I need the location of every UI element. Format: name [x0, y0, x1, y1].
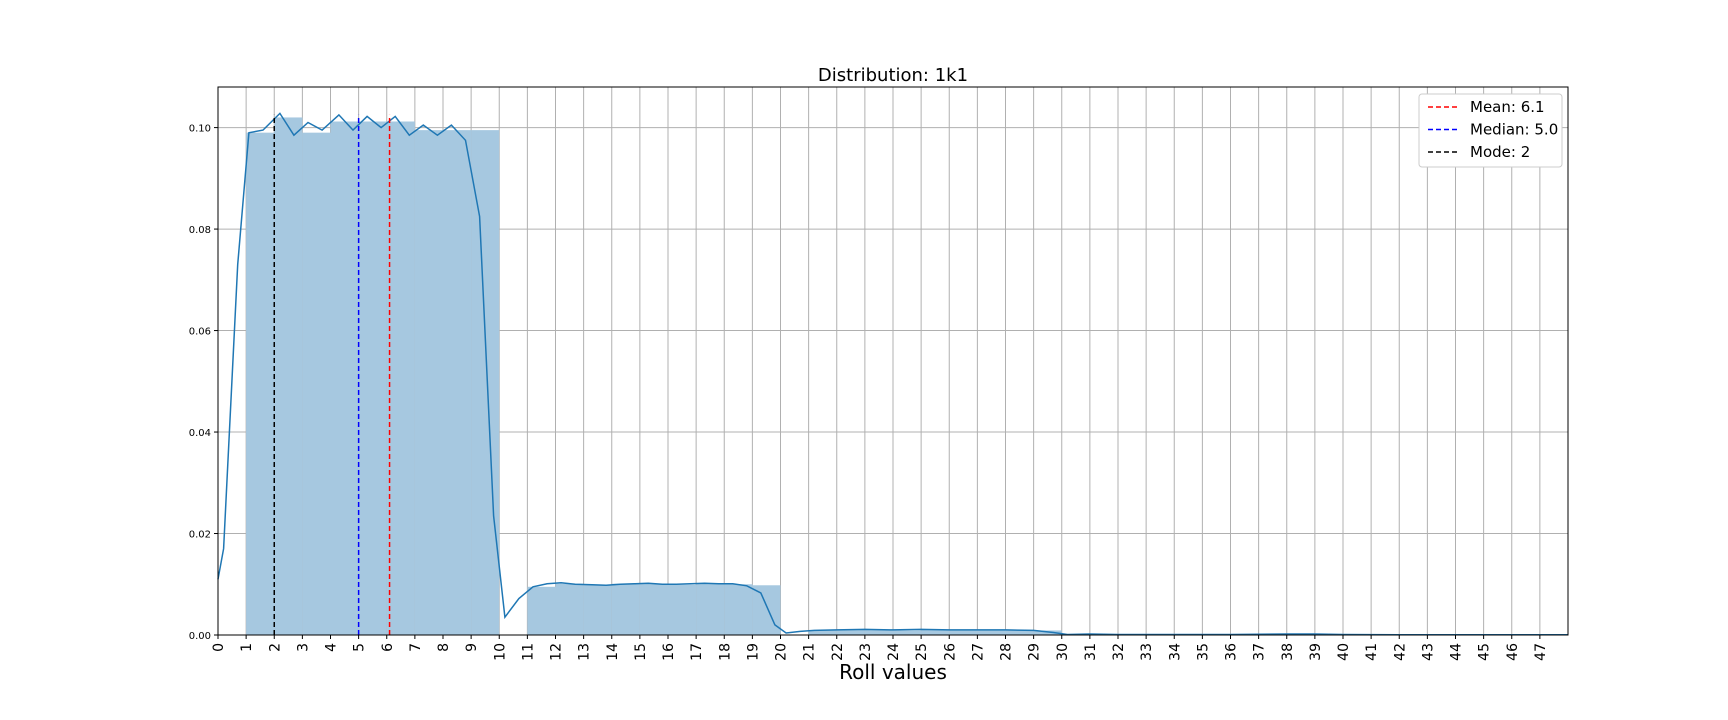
legend-box [1418, 93, 1563, 168]
x-tick-label: 33 [1139, 643, 1155, 661]
x-tick-label: 2 [267, 643, 283, 652]
legend-label: Median: 5.0 [1470, 121, 1558, 139]
x-tick-label: 21 [802, 643, 818, 661]
x-tick-label: 11 [520, 643, 536, 661]
histogram-bar [583, 584, 612, 635]
x-tick-label: 6 [380, 643, 396, 652]
x-tick-label: 10 [492, 643, 508, 661]
histogram-bar [274, 117, 303, 635]
x-tick-label: 14 [605, 643, 621, 661]
x-tick-label: 32 [1111, 643, 1127, 661]
x-tick-label: 0 [211, 643, 227, 652]
x-tick-label: 46 [1505, 643, 1521, 661]
x-tick-label: 16 [661, 643, 677, 661]
x-tick-label: 28 [999, 643, 1015, 661]
histogram-bar [246, 132, 275, 635]
histogram-bar [611, 583, 640, 635]
x-tick-label: 3 [295, 643, 311, 652]
histogram-bar [724, 584, 753, 635]
x-tick-label: 24 [886, 643, 902, 661]
histogram-bar [949, 630, 978, 635]
y-tick-label: 0.02 [189, 530, 211, 541]
histogram-bar [864, 629, 893, 635]
x-tick-label: 34 [1167, 643, 1183, 661]
histogram-bar [893, 630, 922, 635]
x-tick-label: 27 [970, 643, 986, 661]
histogram-bar [668, 584, 697, 635]
histogram-bar [977, 630, 1006, 635]
histogram-bar [639, 583, 668, 635]
x-tick-label: 31 [1083, 643, 1099, 661]
x-axis-ticks: 0 1 2 3 4 5 6 7 8 9 10 11 12 13 14 15 16 17 18 19 20 21 22 23 24… [211, 635, 1549, 661]
histogram-bar [358, 121, 387, 635]
x-tick-label: 40 [1336, 643, 1352, 661]
histogram-bar [302, 132, 331, 635]
x-tick-label: 1 [239, 643, 255, 652]
x-tick-label: 41 [1364, 643, 1380, 661]
x-tick-label: 9 [464, 643, 480, 652]
reference-lines [273, 114, 391, 635]
x-axis-label: Roll values [839, 660, 947, 684]
histogram-bar [414, 130, 443, 635]
x-tick-label: 25 [914, 643, 930, 661]
x-tick-label: 44 [1449, 643, 1465, 661]
histogram-bar [330, 121, 359, 635]
x-tick-label: 19 [745, 643, 761, 661]
histogram-bar [471, 130, 500, 635]
x-tick-label: 45 [1477, 643, 1493, 661]
y-tick-label: 0.08 [189, 225, 211, 236]
x-tick-label: 12 [549, 643, 565, 661]
histogram-bars [246, 117, 1062, 635]
histogram-bar [386, 121, 415, 635]
kde-curve-layer [217, 112, 1568, 636]
legend-label: Mean: 6.1 [1470, 98, 1545, 116]
x-tick-label: 7 [408, 643, 424, 652]
x-tick-label: 17 [689, 643, 705, 661]
histogram-bar [1005, 630, 1034, 635]
x-tick-label: 13 [577, 643, 593, 661]
x-tick-label: 43 [1420, 643, 1436, 661]
x-tick-label: 47 [1533, 643, 1549, 661]
histogram-bar [696, 583, 725, 635]
x-tick-label: 35 [1195, 643, 1211, 661]
x-tick-label: 37 [1252, 643, 1268, 661]
histogram-bar [1033, 630, 1062, 635]
x-tick-label: 30 [1055, 643, 1071, 661]
histogram-bar [443, 130, 472, 635]
x-tick-label: 29 [1027, 643, 1043, 661]
x-tick-label: 8 [436, 643, 452, 652]
histogram-bar [752, 585, 781, 635]
legend-label: Mode: 2 [1470, 143, 1530, 161]
histogram-bar [808, 630, 837, 635]
x-tick-label: 20 [774, 643, 790, 661]
x-tick-label: 22 [830, 643, 846, 661]
histogram-bar [555, 583, 584, 635]
x-tick-label: 18 [717, 643, 733, 661]
legend: Mean: 6.1 Median: 5.0 Mode: 2 [1418, 93, 1563, 168]
histogram-bar [527, 586, 556, 635]
x-tick-label: 42 [1392, 643, 1408, 661]
y-tick-label: 0.10 [189, 124, 211, 135]
kde-curve [217, 112, 1568, 636]
y-tick-label: 0.04 [189, 428, 211, 439]
y-axis-ticks: 0.00 0.02 0.04 0.06 0.08 0.10 [189, 124, 218, 642]
histogram-bar [836, 629, 865, 635]
x-tick-label: 36 [1224, 643, 1240, 661]
x-tick-label: 15 [633, 643, 649, 661]
x-tick-label: 26 [942, 643, 958, 661]
x-tick-label: 38 [1280, 643, 1296, 661]
y-tick-label: 0.06 [189, 327, 211, 338]
x-tick-label: 4 [324, 643, 340, 652]
chart-title: Distribution: 1k1 [818, 65, 968, 86]
x-tick-label: 39 [1308, 643, 1324, 661]
y-tick-label: 0.00 [189, 631, 211, 642]
x-tick-label: 5 [352, 643, 368, 652]
x-tick-label: 23 [858, 643, 874, 661]
histogram-bar [921, 629, 950, 635]
